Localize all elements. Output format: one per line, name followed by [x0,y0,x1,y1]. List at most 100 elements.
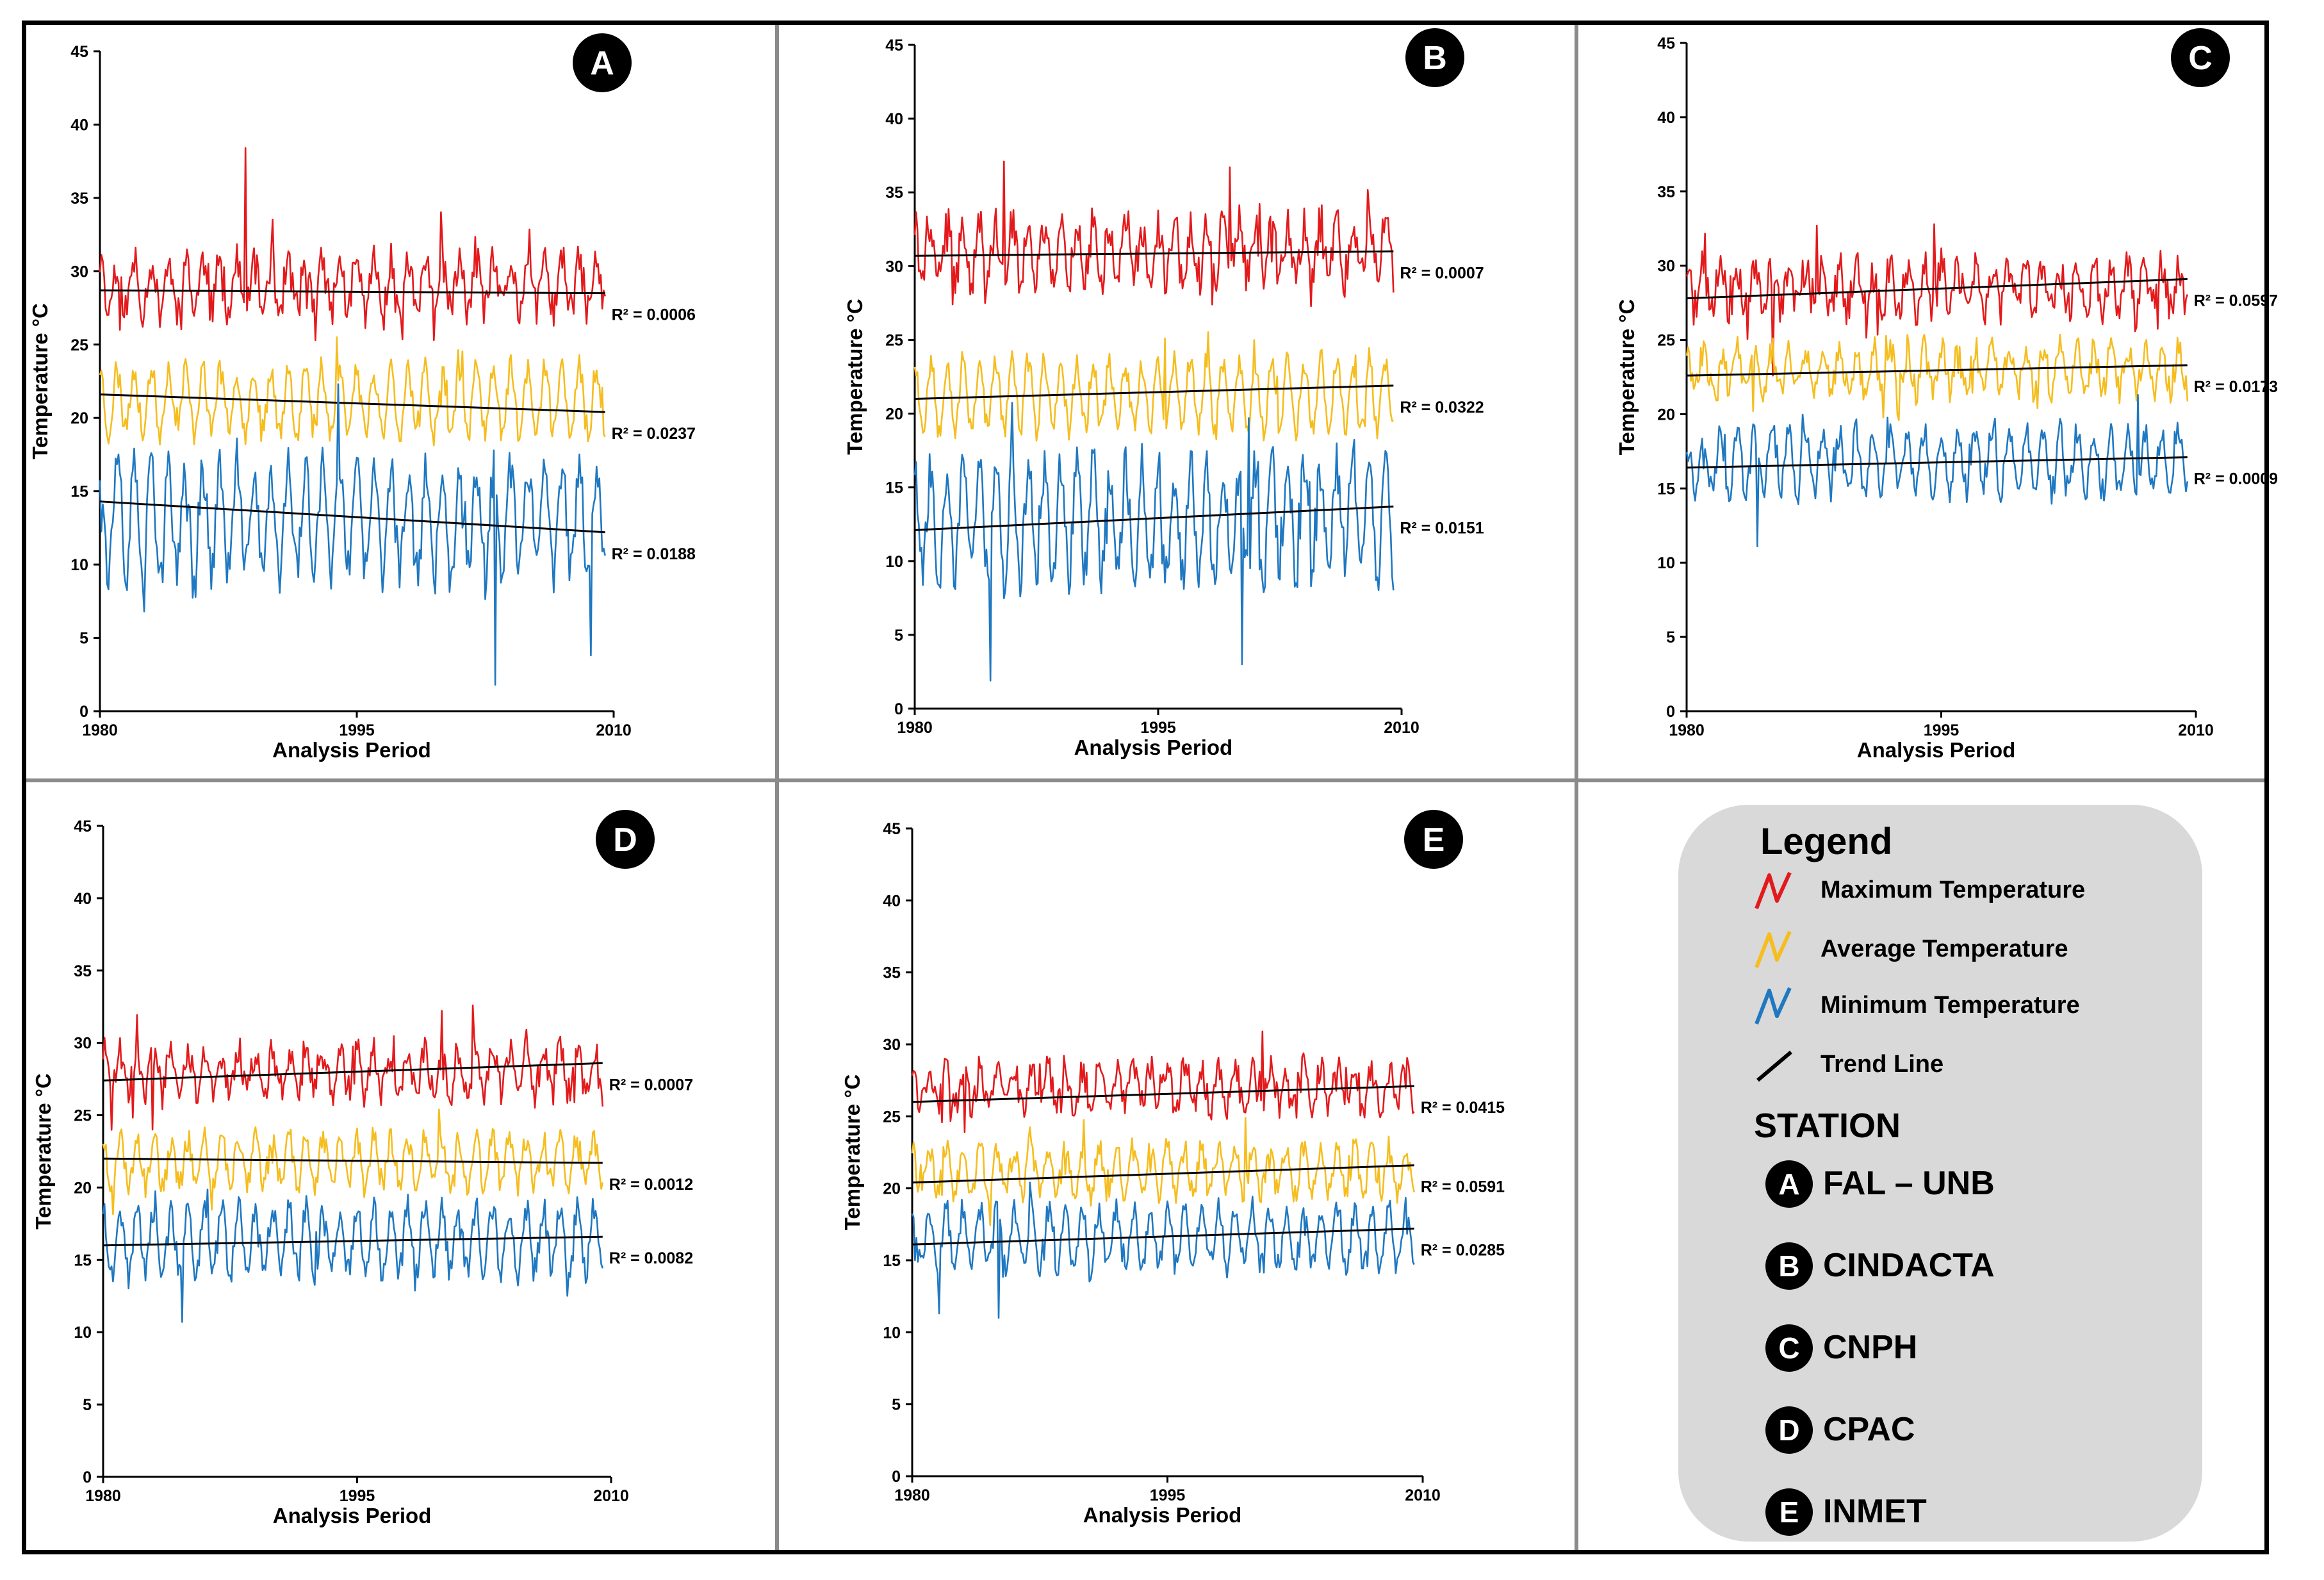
panel-badge-circle [2171,28,2230,87]
y-tick-label: 20 [70,409,88,427]
x-tick-label: 2010 [1384,719,1420,737]
y-tick-label: 35 [70,190,88,208]
r-squared-label: R² = 0.0188 [612,545,696,563]
y-tick-label: 20 [1657,406,1675,424]
maximum-trend-line [99,289,605,295]
maximum-temperature-line [911,1030,1415,1133]
y-tick-label: 10 [885,553,903,571]
maximum-trend-line [914,250,1394,257]
average-trend-line [914,384,1394,400]
y-tick-label: 45 [1657,35,1675,53]
maximum-trend-line [102,1062,603,1082]
r-squared-label: R² = 0.0082 [609,1249,693,1267]
y-tick-label: 45 [74,818,92,835]
y-tick-label: 25 [885,331,903,349]
r-squared-label: R² = 0.0597 [2194,292,2278,310]
station-badge: E [1765,1488,1813,1536]
y-tick-label: 5 [79,630,88,648]
minimum-trend-line [912,1228,1414,1246]
r-squared-label: R² = 0.0012 [609,1176,693,1194]
average-temperature-line [1685,333,2189,422]
y-tick-label: 40 [1657,109,1675,127]
r-squared-label: R² = 0.0322 [1400,399,1484,416]
x-tick-label: 1980 [894,1486,930,1504]
station-heading: STATION [1754,1107,1901,1145]
legend-label-average: Average Temperature [1821,935,2068,962]
station-badge: B [1765,1242,1813,1290]
y-axis-title: Temperature °C [28,303,52,459]
y-axis-title: Temperature °C [1615,299,1639,456]
y-tick-label: 5 [892,1396,901,1414]
average-trend-line [102,1157,603,1164]
y-tick-label: 25 [1657,332,1675,350]
y-tick-label: 30 [1657,258,1675,276]
yellow-line-icon [1755,930,1792,969]
red-line-icon [1755,871,1792,910]
y-tick-label: 0 [79,703,88,721]
x-tick-label: 2010 [593,1487,629,1505]
r-squared-label: R² = 0.0591 [1421,1178,1505,1196]
y-tick-label: 30 [70,263,88,281]
panel-badge-circle [596,810,655,869]
maximum-trend-line [1686,278,2188,300]
y-tick-label: 5 [83,1396,92,1414]
y-tick-label: 40 [883,892,901,910]
station-name: FAL – UNB [1823,1165,1995,1202]
x-axis-title: Analysis Period [1083,1503,1242,1527]
x-axis-title: Analysis Period [1074,736,1233,759]
vertical-divider-left [775,25,779,1550]
minimum-temperature-line [911,1181,1415,1319]
y-tick-label: 5 [1666,629,1675,646]
y-tick-label: 40 [885,110,903,128]
minimum-temperature-line [99,383,606,686]
y-tick-label: 40 [70,116,88,134]
r-squared-label: R² = 0.0007 [609,1076,693,1094]
average-temperature-line [911,1117,1415,1226]
y-tick-label: 15 [70,483,88,501]
panel-badge: A [573,33,632,92]
y-tick-label: 20 [883,1180,901,1198]
horizontal-divider [26,778,2264,782]
x-tick-label: 1980 [897,719,933,737]
y-tick-label: 30 [885,258,903,276]
legend-box: Legend Maximum Temperature Average Tempe… [1678,805,2202,1542]
y-axis-title: Temperature °C [843,299,867,455]
y-tick-label: 0 [892,1468,901,1486]
station-badge: D [1765,1406,1813,1454]
y-tick-label: 0 [1666,703,1675,721]
minimum-trend-line [99,500,605,534]
maximum-temperature-line [913,160,1395,308]
y-tick-label: 35 [1657,183,1675,201]
y-tick-label: 20 [74,1179,92,1197]
panel-badge: C [2171,28,2230,87]
r-squared-label: R² = 0.0415 [1421,1099,1505,1117]
y-tick-label: 15 [885,479,903,497]
average-trend-line [99,393,605,413]
panel-badge-letter: B [1423,40,1447,77]
legend-label-minimum: Minimum Temperature [1821,992,2080,1019]
y-tick-label: 35 [885,184,903,202]
y-tick-label: 0 [894,700,903,718]
minimum-trend-line [914,506,1394,531]
average-trend-line [1686,364,2188,377]
y-axis-title: Temperature °C [31,1073,55,1230]
panel-badge: B [1405,28,1464,87]
y-tick-label: 25 [70,336,88,354]
y-tick-label: 25 [74,1107,92,1125]
r-squared-label: R² = 0.0173 [2194,378,2278,396]
station-badge: C [1765,1324,1813,1372]
minimum-temperature-line [102,1189,604,1323]
maximum-trend-line [912,1085,1414,1103]
station-name: CPAC [1823,1411,1915,1448]
r-squared-label: R² = 0.0151 [1400,520,1484,538]
x-tick-label: 1995 [1140,719,1176,737]
x-tick-label: 2010 [2178,721,2214,739]
minimum-temperature-line [913,402,1395,682]
y-tick-label: 15 [1657,480,1675,498]
minimum-trend-line [102,1235,603,1247]
panel-badge-circle [1404,810,1463,869]
x-tick-label: 1995 [339,721,375,739]
